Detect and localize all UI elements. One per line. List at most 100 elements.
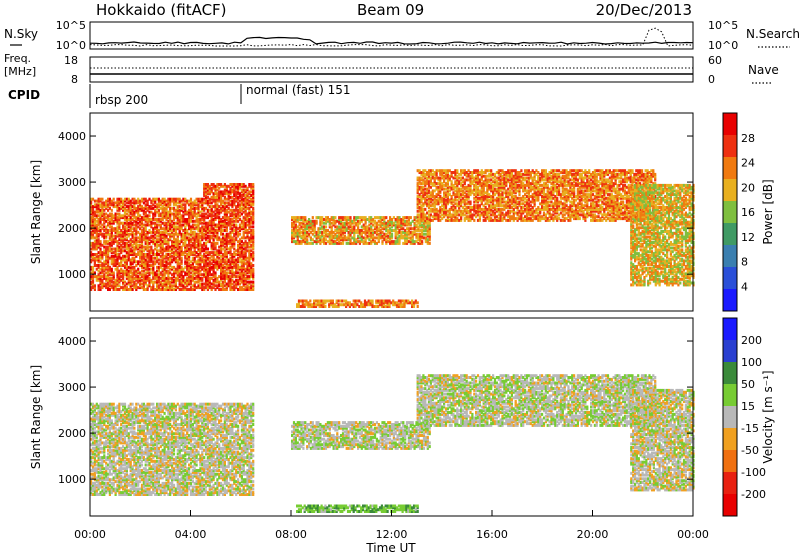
echo-cell	[146, 238, 149, 242]
nave-tick-top: 60	[708, 54, 722, 67]
echo-cell	[385, 216, 388, 220]
echo-cell	[306, 238, 309, 242]
echo-cell	[235, 278, 238, 282]
echo-cell	[235, 280, 238, 284]
echo-cell	[229, 230, 232, 234]
echo-cell	[127, 278, 130, 282]
echo-cell	[105, 265, 108, 269]
echo-cell	[137, 280, 140, 284]
echo-cell	[123, 273, 127, 277]
echo-cell	[101, 197, 104, 201]
echo-cell	[214, 184, 217, 188]
echo-cell	[478, 196, 481, 200]
echo-cell	[208, 260, 211, 264]
echo-cell	[250, 238, 253, 242]
echo-cell	[229, 208, 232, 212]
echo-cell	[161, 245, 164, 249]
echo-cell	[176, 273, 179, 277]
echo-cell	[148, 214, 151, 218]
echo-cell	[208, 262, 211, 266]
echo-cell	[220, 254, 223, 258]
echo-cell	[210, 201, 213, 205]
echo-cell	[336, 238, 339, 242]
echo-cell	[178, 212, 181, 216]
echo-cell	[386, 301, 389, 305]
echo-cell	[302, 236, 305, 240]
echo-cell	[235, 199, 238, 203]
echo-cell	[129, 275, 132, 279]
echo-cell	[120, 271, 123, 275]
echo-cell	[129, 208, 132, 212]
echo-cell	[233, 280, 236, 284]
echo-cell	[144, 227, 147, 231]
echo-cell	[195, 216, 198, 220]
echo-cell	[238, 206, 242, 210]
echo-cell	[163, 278, 166, 282]
echo-cell	[172, 256, 176, 260]
echo-cell	[210, 229, 213, 232]
echo-cell	[150, 251, 153, 255]
echo-cell	[125, 267, 128, 271]
echo-cell	[184, 251, 187, 255]
echo-cell	[103, 275, 106, 279]
echo-cell	[246, 284, 249, 288]
echo-cell	[382, 301, 385, 305]
echo-cell	[237, 260, 240, 264]
echo-cell	[95, 225, 98, 229]
echo-cell	[189, 249, 193, 253]
echo-cell	[101, 210, 104, 214]
echo-cell	[354, 305, 357, 308]
echo-cell	[152, 271, 155, 275]
echo-cell	[299, 299, 302, 303]
echo-cell	[99, 219, 102, 223]
echo-cell	[336, 225, 339, 229]
echo-cell	[131, 258, 134, 262]
cpid-mode-2: normal (fast) 151	[246, 83, 350, 97]
echo-cell	[324, 218, 328, 221]
echo-cell	[142, 201, 145, 205]
echo-cell	[123, 216, 127, 220]
echo-cell	[133, 267, 136, 271]
echo-cell	[116, 249, 119, 253]
echo-cell	[139, 276, 142, 280]
echo-cell	[223, 262, 226, 266]
echo-cell	[441, 204, 444, 208]
echo-cell	[157, 253, 160, 256]
echo-cell	[101, 275, 104, 279]
echo-cell	[105, 206, 108, 210]
echo-cell	[97, 210, 100, 214]
echo-cell	[182, 238, 185, 242]
echo-cell	[144, 288, 147, 291]
echo-cell	[306, 234, 309, 238]
echo-cell	[163, 232, 166, 236]
echo-cell	[171, 197, 174, 201]
echo-cell	[341, 225, 345, 229]
echo-cell	[182, 278, 185, 282]
echo-cell	[193, 240, 196, 244]
echo-cell	[116, 216, 119, 220]
echo-cell	[409, 301, 412, 305]
echo-cell	[360, 225, 363, 229]
echo-cell	[411, 305, 414, 308]
station-title: Hokkaido (fitACF)	[96, 1, 227, 19]
echo-cell	[402, 216, 405, 220]
echo-cell	[112, 273, 115, 277]
echo-cell	[201, 273, 204, 277]
echo-cell	[323, 229, 326, 232]
echo-cell	[188, 225, 191, 229]
echo-cell	[195, 234, 198, 238]
echo-cell	[204, 241, 208, 245]
echo-cell	[216, 203, 219, 207]
echo-cell	[105, 227, 108, 231]
echo-cell	[227, 219, 230, 223]
echo-cell	[176, 214, 179, 218]
echo-cell	[140, 238, 144, 242]
echo-cell	[157, 262, 160, 266]
echo-cell	[146, 223, 149, 227]
echo-cell	[229, 186, 232, 190]
echo-cell	[231, 238, 234, 242]
echo-cell	[386, 303, 389, 307]
echo-cell	[146, 288, 149, 291]
echo-cell	[97, 276, 100, 280]
echo-cell	[311, 232, 314, 236]
